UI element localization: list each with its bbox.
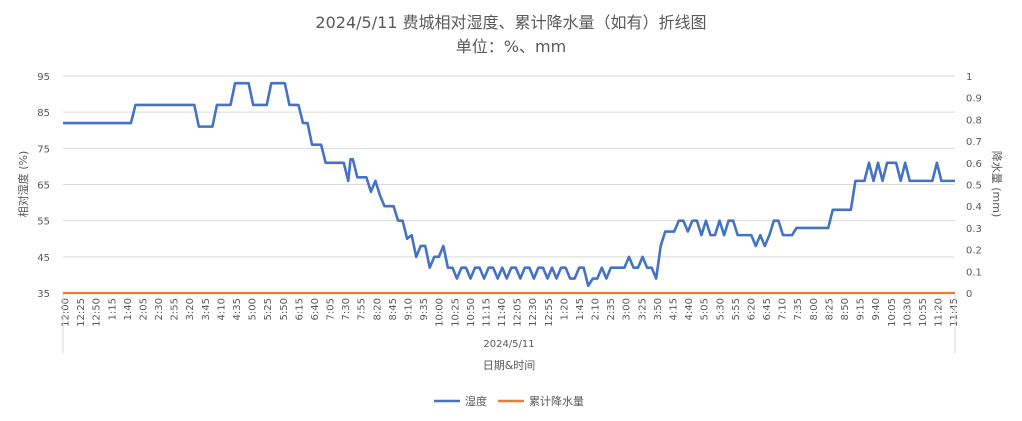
x-axis-label: 日期&时间: [483, 359, 536, 372]
x-tick-label: 5:25: [263, 298, 274, 320]
x-tick-label: 11:20: [934, 298, 945, 327]
legend-label-humidity: 湿度: [465, 394, 487, 408]
x-tick-label: 6:40: [310, 298, 321, 320]
x-tick-label: 7:55: [357, 298, 368, 320]
x-tick-label: 5:50: [279, 298, 290, 320]
x-tick-label: 1:20: [559, 298, 570, 320]
y-tick-label: 65: [37, 181, 50, 192]
y2-tick-label: 0.9: [966, 94, 982, 105]
x-tick-label: 5:05: [700, 298, 711, 320]
y-axis-label: 相对湿度 (%): [16, 151, 30, 218]
x-tick-label: 9:40: [871, 298, 882, 320]
x-tick-label: 3:25: [637, 298, 648, 320]
x-tick-label: 3:45: [201, 298, 212, 320]
x-tick-label: 9:15: [856, 298, 867, 320]
x-tick-label: 8:45: [388, 298, 399, 320]
x-tick-label: 8:00: [809, 298, 820, 320]
x-tick-label: 12:55: [544, 298, 555, 327]
x-tick-label: 10:05: [887, 298, 898, 327]
x-tick-label: 12:30: [528, 298, 539, 327]
x-tick-label: 3:50: [653, 298, 664, 320]
x-tick-label: 3:00: [622, 298, 633, 320]
x-tick-label: 2:30: [154, 298, 165, 320]
y-axis-ticks: 35 45 55 65 75 85 95: [37, 72, 50, 300]
x-tick-label: 8:20: [372, 298, 383, 320]
y-tick-label: 55: [37, 217, 50, 228]
x-axis-ticks: 12:00 12:25 12:50 1:15 1:40 2:05 2:30 2:55 3:20 3…: [61, 298, 961, 327]
y2-tick-label: 0.7: [966, 137, 982, 148]
x-tick-label: 9:10: [403, 298, 414, 320]
y2-axis-ticks: 0 0.1 0.2 0.3 0.4 0.5 0.6 0.7 0.8 0.9 1: [966, 72, 982, 300]
x-tick-label: 4:15: [669, 298, 680, 320]
x-tick-label: 1:40: [123, 298, 134, 320]
y-tick-label: 85: [37, 108, 50, 119]
x-tick-label: 10:30: [902, 298, 913, 327]
x-tick-label: 3:20: [185, 298, 196, 320]
legend-label-precipitation: 累计降水量: [529, 394, 584, 408]
x-tick-label: 10:55: [918, 298, 929, 327]
x-tick-label: 7:05: [326, 298, 337, 320]
y-tick-label: 45: [37, 253, 50, 264]
x-group-label: 2024/5/11: [483, 339, 534, 350]
series-line-humidity: [63, 81, 955, 288]
gridlines: [63, 75, 955, 294]
x-tick-label: 4:10: [216, 298, 227, 320]
legend: 湿度 累计降水量: [434, 394, 584, 408]
x-tick-label: 5:00: [248, 298, 259, 320]
y2-tick-label: 0.2: [966, 246, 982, 257]
x-tick-label: 2:35: [606, 298, 617, 320]
x-tick-label: 12:05: [513, 298, 524, 327]
x-tick-label: 10:50: [466, 298, 477, 327]
y2-tick-label: 0: [966, 289, 972, 300]
y2-tick-label: 0.8: [966, 115, 982, 126]
x-tick-label: 10:25: [450, 298, 461, 327]
x-tick-label: 12:00: [61, 298, 72, 327]
y2-tick-label: 1: [966, 72, 972, 83]
x-tick-label: 7:30: [341, 298, 352, 320]
y2-axis-label: 降水量 (mm): [990, 151, 1004, 218]
x-tick-label: 10:00: [435, 298, 446, 327]
x-tick-label: 9:35: [419, 298, 430, 320]
x-tick-label: 2:10: [591, 298, 602, 320]
y-tick-label: 95: [37, 72, 50, 83]
x-tick-label: 5:30: [715, 298, 726, 320]
y-tick-label: 75: [37, 144, 50, 155]
x-tick-label: 1:45: [575, 298, 586, 320]
chart-title: 2024/5/11 费城相对湿度、累计降水量（如有）折线图: [315, 13, 706, 32]
x-tick-label: 1:15: [107, 298, 118, 320]
series-layer: [63, 81, 955, 295]
x-tick-label: 12:25: [76, 298, 87, 327]
x-tick-label: 2:05: [138, 298, 149, 320]
y2-tick-label: 0.3: [966, 224, 982, 235]
x-tick-label: 7:35: [793, 298, 804, 320]
x-tick-label: 2:55: [170, 298, 181, 320]
x-tick-label: 6:20: [746, 298, 757, 320]
x-tick-label: 11:15: [481, 298, 492, 327]
y2-tick-label: 0.6: [966, 159, 982, 170]
legend-item-precipitation[interactable]: 累计降水量: [498, 394, 584, 408]
x-tick-label: 6:45: [762, 298, 773, 320]
chart-subtitle: 单位：%、mm: [456, 37, 566, 56]
x-tick-label: 8:25: [824, 298, 835, 320]
x-tick-label: 12:50: [92, 298, 103, 327]
x-tick-label: 6:15: [294, 298, 305, 320]
y2-tick-label: 0.1: [966, 267, 982, 278]
x-tick-label: 7:10: [778, 298, 789, 320]
x-tick-label: 5:55: [731, 298, 742, 320]
y2-tick-label: 0.4: [966, 202, 982, 213]
legend-item-humidity[interactable]: 湿度: [434, 394, 487, 408]
x-tick-label: 4:40: [684, 298, 695, 320]
y-tick-label: 35: [37, 289, 50, 300]
x-tick-label: 11:40: [497, 298, 508, 327]
x-tick-label: 4:35: [232, 298, 243, 320]
x-tick-label: 8:50: [840, 298, 851, 320]
y2-tick-label: 0.5: [966, 181, 982, 192]
